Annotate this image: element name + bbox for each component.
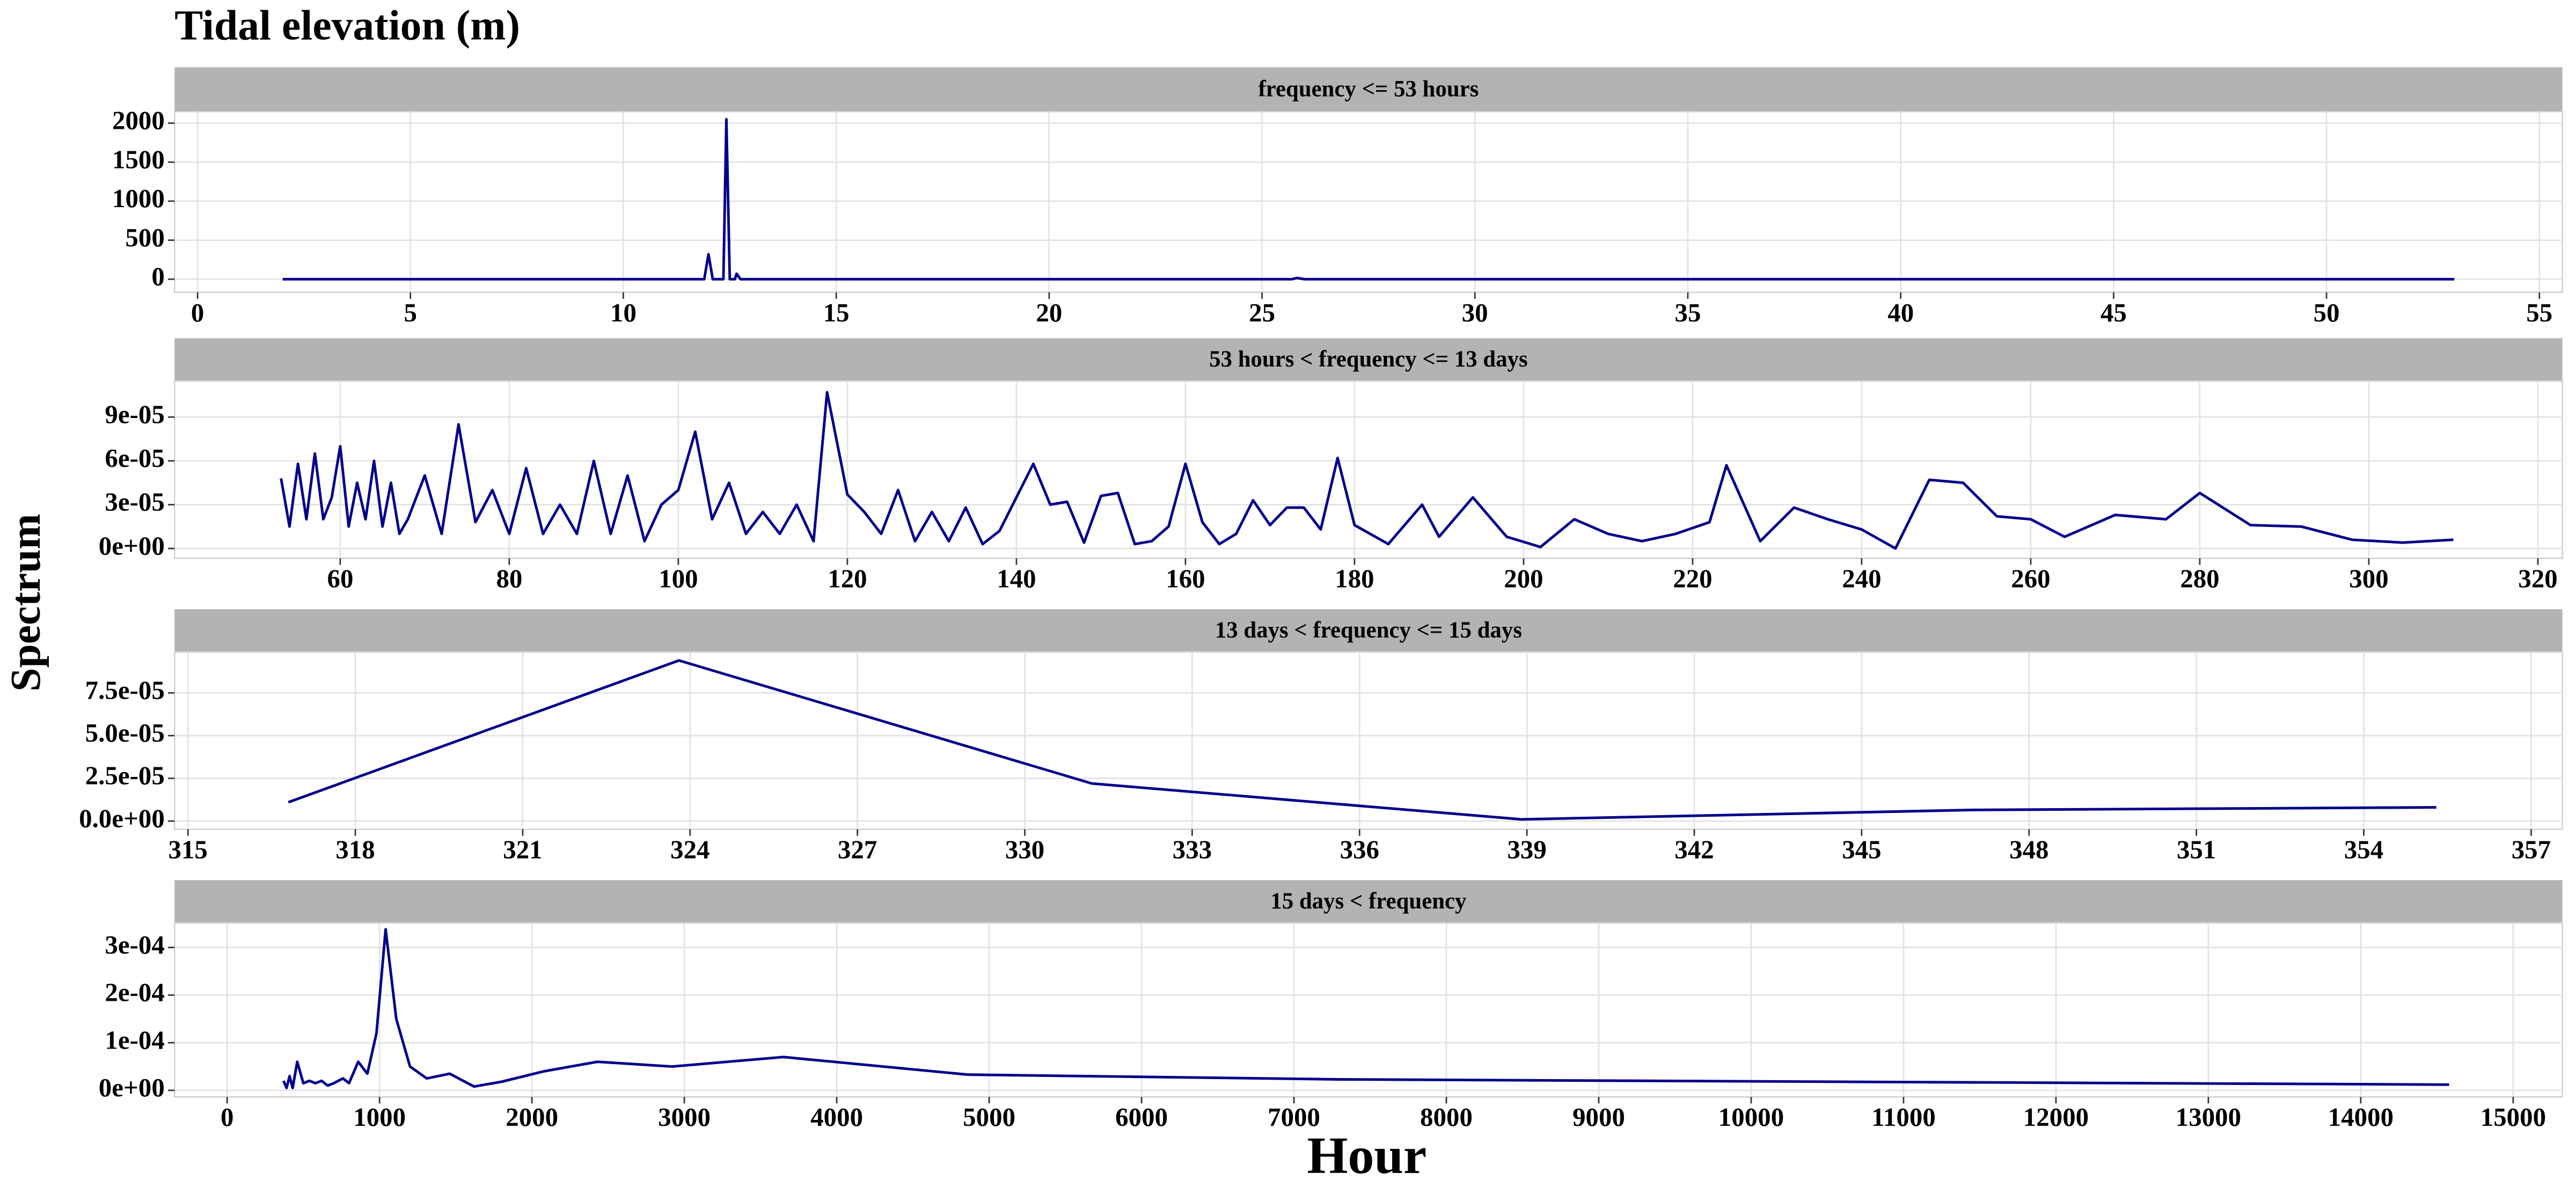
x-tick-label: 1000 — [353, 1102, 406, 1132]
facet-title: 13 days < frequency <= 15 days — [1215, 618, 1522, 643]
x-tick-label: 240 — [1842, 564, 1881, 593]
x-tick-label: 15000 — [2480, 1102, 2546, 1132]
facet-title: 15 days < frequency — [1270, 889, 1466, 914]
y-axis-label: Spectrum — [2, 514, 49, 691]
y-tick-label: 0e+00 — [99, 1073, 165, 1102]
x-tick-label: 2000 — [506, 1102, 558, 1132]
x-tick-label: 120 — [828, 564, 867, 593]
x-tick-label: 5000 — [963, 1102, 1015, 1132]
x-tick-label: 220 — [1673, 564, 1712, 593]
x-tick-label: 318 — [335, 834, 375, 864]
y-tick-label: 1e-04 — [105, 1025, 164, 1054]
y-tick-label: 2000 — [112, 106, 165, 135]
x-tick-label: 354 — [2344, 834, 2383, 864]
y-tick-label: 0.0e+00 — [79, 803, 165, 833]
x-tick-label: 60 — [327, 564, 353, 593]
x-tick-label: 348 — [2009, 834, 2048, 864]
x-tick-label: 351 — [2177, 834, 2216, 864]
y-tick-label: 5.0e-05 — [85, 718, 165, 747]
y-tick-label: 2e-04 — [105, 978, 164, 1007]
x-tick-label: 14000 — [2328, 1102, 2394, 1132]
y-tick-label: 7.5e-05 — [85, 676, 165, 705]
x-tick-label: 12000 — [2023, 1102, 2089, 1132]
y-tick-label: 2.5e-05 — [85, 761, 165, 790]
x-tick-label: 35 — [1675, 298, 1701, 327]
x-tick-label: 100 — [658, 564, 698, 593]
facet-strip — [174, 609, 2563, 652]
x-tick-label: 180 — [1335, 564, 1374, 593]
x-tick-label: 336 — [1340, 834, 1379, 864]
plot-area — [174, 922, 2563, 1098]
x-tick-label: 50 — [2314, 298, 2340, 327]
x-tick-label: 327 — [838, 834, 877, 864]
y-tick-label: 3e-05 — [105, 487, 164, 517]
x-tick-label: 11000 — [1871, 1102, 1936, 1132]
x-tick-label: 339 — [1507, 834, 1546, 864]
x-tick-label: 15 — [823, 298, 850, 327]
x-tick-label: 30 — [1462, 298, 1488, 327]
x-tick-label: 342 — [1674, 834, 1714, 864]
facet-title: frequency <= 53 hours — [1258, 77, 1479, 102]
plot-area — [174, 111, 2563, 293]
y-tick-label: 3e-04 — [105, 930, 164, 959]
facet-strip — [174, 338, 2563, 381]
x-tick-label: 8000 — [1420, 1102, 1473, 1132]
x-tick-label: 260 — [2011, 564, 2050, 593]
x-tick-label: 10 — [610, 298, 636, 327]
x-tick-label: 6000 — [1115, 1102, 1168, 1132]
x-tick-label: 40 — [1887, 298, 1914, 327]
x-tick-label: 280 — [2180, 564, 2219, 593]
x-tick-label: 25 — [1249, 298, 1275, 327]
x-tick-label: 0 — [191, 298, 204, 327]
x-tick-label: 320 — [2518, 564, 2557, 593]
x-tick-label: 140 — [997, 564, 1036, 593]
data-line — [288, 659, 2436, 821]
x-tick-label: 315 — [168, 834, 207, 864]
facet-title: 53 hours < frequency <= 13 days — [1209, 347, 1528, 372]
x-tick-label: 357 — [2512, 834, 2551, 864]
x-tick-label: 55 — [2526, 298, 2552, 327]
x-tick-label: 4000 — [810, 1102, 863, 1132]
y-tick-label: 1000 — [112, 184, 165, 213]
facet-strip — [174, 880, 2563, 923]
y-tick-label: 0 — [151, 262, 164, 291]
x-axis-label: Hour — [1307, 1127, 1426, 1185]
x-tick-label: 20 — [1036, 298, 1062, 327]
y-tick-label: 9e-05 — [105, 400, 164, 429]
x-tick-label: 13000 — [2176, 1102, 2241, 1132]
x-tick-label: 3000 — [658, 1102, 711, 1132]
plot-area — [174, 651, 2563, 830]
x-tick-label: 45 — [2101, 298, 2127, 327]
data-line — [280, 391, 2454, 550]
x-tick-label: 0 — [221, 1102, 233, 1132]
chart-title: Tidal elevation (m) — [174, 2, 520, 49]
x-tick-label: 321 — [503, 834, 542, 864]
y-tick-label: 0e+00 — [99, 531, 165, 560]
y-tick-label: 6e-05 — [105, 443, 164, 473]
data-line — [282, 928, 2449, 1089]
facet-strip — [174, 67, 2563, 112]
x-tick-label: 330 — [1005, 834, 1044, 864]
x-tick-label: 324 — [670, 834, 709, 864]
x-tick-label: 300 — [2349, 564, 2388, 593]
x-tick-label: 333 — [1173, 834, 1212, 864]
y-tick-label: 500 — [125, 223, 164, 252]
x-tick-label: 9000 — [1572, 1102, 1625, 1132]
x-tick-label: 7000 — [1268, 1102, 1320, 1132]
x-tick-label: 5 — [404, 298, 417, 327]
x-tick-label: 80 — [496, 564, 522, 593]
x-tick-label: 10000 — [1718, 1102, 1784, 1132]
y-tick-label: 1500 — [112, 144, 165, 174]
x-tick-label: 160 — [1166, 564, 1205, 593]
x-tick-label: 345 — [1842, 834, 1881, 864]
data-line — [282, 118, 2455, 281]
x-tick-label: 200 — [1504, 564, 1543, 593]
